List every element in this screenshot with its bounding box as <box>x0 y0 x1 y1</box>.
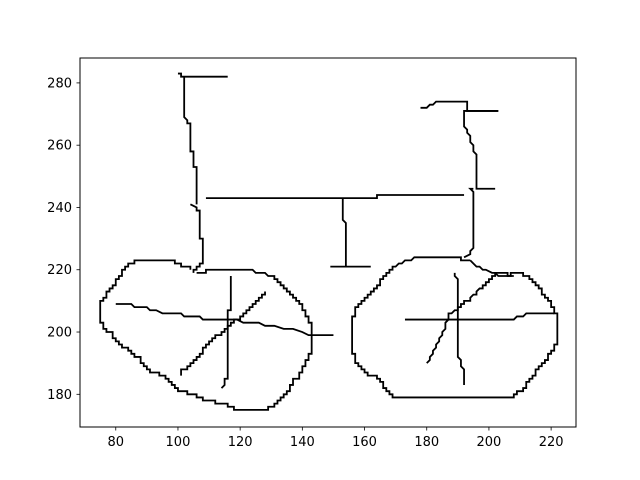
series-line-2 <box>115 303 334 337</box>
x-tick-label: 160 <box>352 435 377 450</box>
x-tick-label: 120 <box>228 435 253 450</box>
series-line-13 <box>426 271 514 364</box>
plot-frame <box>79 57 577 428</box>
x-tick-label: 200 <box>477 435 502 450</box>
y-tick-label: 220 <box>47 263 72 278</box>
series-line-3 <box>220 275 232 389</box>
y-tick-label: 260 <box>47 139 72 154</box>
series-line-5 <box>189 203 204 273</box>
series-line-6 <box>177 72 228 205</box>
x-tick-label: 180 <box>414 435 439 450</box>
y-tick-label: 240 <box>47 201 72 216</box>
x-tick-label: 100 <box>166 435 191 450</box>
x-tick-label: 140 <box>290 435 315 450</box>
series-line-12 <box>404 312 555 321</box>
series-line-1 <box>180 291 266 376</box>
y-tick-label: 180 <box>47 388 72 403</box>
y-tick-label: 280 <box>47 76 72 91</box>
series-line-14 <box>453 272 465 385</box>
x-tick-label: 80 <box>107 435 124 450</box>
series-line-10 <box>463 110 499 190</box>
x-axis: 80 100 120 140 160 180 200 220 <box>107 427 564 450</box>
y-axis: 180 200 220 240 260 280 <box>47 76 80 403</box>
series-layer <box>99 72 559 411</box>
series-line-4 <box>99 259 313 411</box>
series-line-9 <box>463 187 475 259</box>
series-line-11 <box>420 100 499 112</box>
series-line-7 <box>205 194 465 200</box>
y-tick-label: 200 <box>47 326 72 341</box>
x-tick-label: 220 <box>539 435 564 450</box>
series-line-8 <box>330 198 371 268</box>
series-line-15 <box>351 256 559 399</box>
